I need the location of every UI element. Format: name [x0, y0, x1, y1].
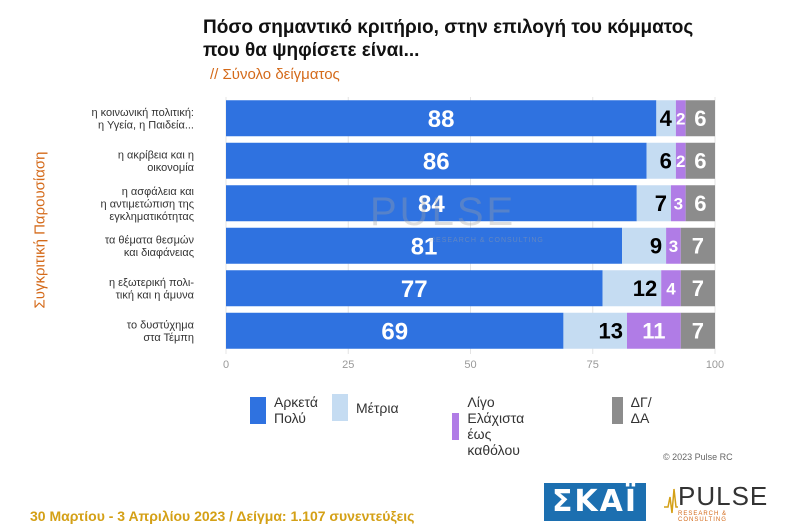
stacked-bar-chart: 0 25 50 75 100 η κοινωνική πολιτική:η Υγεία, … — [91, 97, 724, 371]
data-label-1-4: 12 — [633, 276, 657, 301]
data-label-3-1: 6 — [694, 149, 706, 174]
legend-item-0: Αρκετά Πολύ — [250, 394, 318, 426]
data-label-2-5: 11 — [642, 319, 665, 344]
legend-swatch-2 — [452, 412, 460, 440]
bar-1-4 — [602, 270, 662, 307]
category-label-2-0: η ασφάλεια και — [122, 186, 195, 198]
data-label-3-5: 7 — [692, 319, 704, 344]
data-label-1-0: 4 — [660, 106, 673, 131]
data-label-3-0: 6 — [694, 106, 706, 131]
chart-title-line1: Πόσο σημαντικό κριτήριο, στην επιλογή το… — [203, 17, 694, 38]
pulse-wave-icon — [664, 488, 678, 514]
data-label-2-3: 3 — [669, 237, 678, 256]
bar-2-1 — [675, 142, 686, 179]
data-label-0-3: 81 — [411, 233, 438, 260]
bar-2-5 — [626, 312, 681, 349]
data-label-2-2: 3 — [674, 194, 683, 213]
x-tick-label-4: 100 — [706, 359, 724, 371]
bar-0-2 — [226, 185, 637, 222]
pulse-logo-subtext: RESEARCH & CONSULTING — [678, 511, 728, 523]
data-label-2-1: 2 — [676, 152, 685, 171]
bar-3-1 — [685, 142, 715, 179]
bar-1-5 — [563, 312, 627, 349]
legend-swatch-3 — [612, 396, 623, 424]
legend-label-0: Αρκετά Πολύ — [274, 394, 318, 426]
bar-0-4 — [226, 270, 603, 307]
x-tick-label-2: 50 — [464, 359, 476, 371]
bar-0-0 — [226, 100, 657, 137]
data-label-2-0: 2 — [676, 109, 685, 128]
legend-item-2: Λίγο Ελάχιστα έως καθόλου — [452, 394, 533, 458]
pulse-logo: PULSE RESEARCH & CONSULTING — [664, 481, 774, 525]
data-label-1-3: 9 — [650, 234, 662, 259]
bar-0-5 — [226, 312, 564, 349]
category-label-3-1: και διαφάνειας — [124, 247, 194, 259]
data-label-3-2: 6 — [694, 191, 706, 216]
chart-title-line2: που θα ψηφίσετε είναι... — [203, 40, 420, 61]
category-label-4-1: τική και η άμυνα — [116, 290, 195, 302]
data-label-0-0: 88 — [428, 106, 455, 133]
legend-swatch-1 — [332, 394, 348, 421]
legend-item-1: Μέτρια — [332, 394, 399, 421]
bar-0-3 — [226, 227, 623, 264]
data-label-3-4: 7 — [692, 276, 704, 301]
category-label-4-0: η εξωτερική πολι- — [109, 277, 194, 289]
category-label-5-1: στα Τέμπη — [143, 332, 194, 344]
category-label-0-0: η κοινωνική πολιτική: — [91, 107, 194, 119]
bar-2-0 — [675, 100, 686, 137]
bar-2-4 — [661, 270, 681, 307]
bar-3-4 — [680, 270, 715, 307]
legend-label-2: Λίγο Ελάχιστα έως καθόλου — [467, 394, 525, 458]
pulse-logo-text: PULSE — [678, 481, 769, 511]
data-label-0-5: 69 — [381, 318, 408, 345]
category-label-5-0: το δυστύχημα — [127, 320, 195, 332]
bar-1-0 — [656, 100, 676, 137]
bar-2-2 — [670, 185, 686, 222]
legend-label-3: ΔΓ/ΔΑ — [630, 394, 652, 426]
bar-1-1 — [646, 142, 676, 179]
category-label-0-1: η Υγεία, η Παιδεία... — [98, 120, 194, 132]
data-label-0-2: 84 — [418, 191, 445, 218]
x-tick-label-0: 0 — [223, 359, 229, 371]
category-label-3-0: τα θέματα θεσμών — [105, 235, 195, 247]
data-label-0-4: 77 — [401, 276, 428, 303]
legend-item-3: ΔΓ/ΔΑ — [612, 394, 657, 426]
category-label-1-1: οικονομία — [147, 162, 194, 174]
data-label-1-2: 7 — [655, 191, 667, 216]
bar-1-3 — [622, 227, 667, 264]
bar-3-5 — [680, 312, 715, 349]
bar-3-2 — [685, 185, 715, 222]
chart-title: Πόσο σημαντικό κριτήριο, στην επιλογή το… — [203, 16, 763, 62]
data-label-1-5: 13 — [598, 319, 622, 344]
bar-3-0 — [685, 100, 715, 137]
category-label-1-0: η ακρίβεια και η — [118, 150, 194, 162]
footer-survey-info: 30 Μαρτίου - 3 Απριλίου 2023 / Δείγμα: 1… — [30, 508, 415, 524]
bar-3-3 — [680, 227, 715, 264]
x-tick-label-3: 75 — [587, 359, 599, 371]
legend-label-1: Μέτρια — [356, 399, 399, 416]
data-label-1-1: 6 — [660, 149, 672, 174]
x-tick-label-1: 25 — [342, 359, 354, 371]
bar-0-1 — [226, 142, 647, 179]
chart-subtitle: // Σύνολο δείγματος — [210, 66, 340, 83]
bar-1-2 — [636, 185, 671, 222]
category-label-2-1: η αντιμετώπιση της — [101, 198, 194, 210]
data-label-3-3: 7 — [692, 234, 704, 259]
copyright: © 2023 Pulse RC — [663, 452, 733, 462]
legend-swatch-0 — [250, 396, 266, 424]
data-label-2-4: 4 — [666, 279, 676, 298]
data-label-0-1: 86 — [423, 148, 450, 175]
bar-2-3 — [666, 227, 681, 264]
category-label-2-2: εγκληματικότητας — [109, 211, 194, 223]
skai-logo: ΣΚΑΪ — [544, 483, 646, 521]
